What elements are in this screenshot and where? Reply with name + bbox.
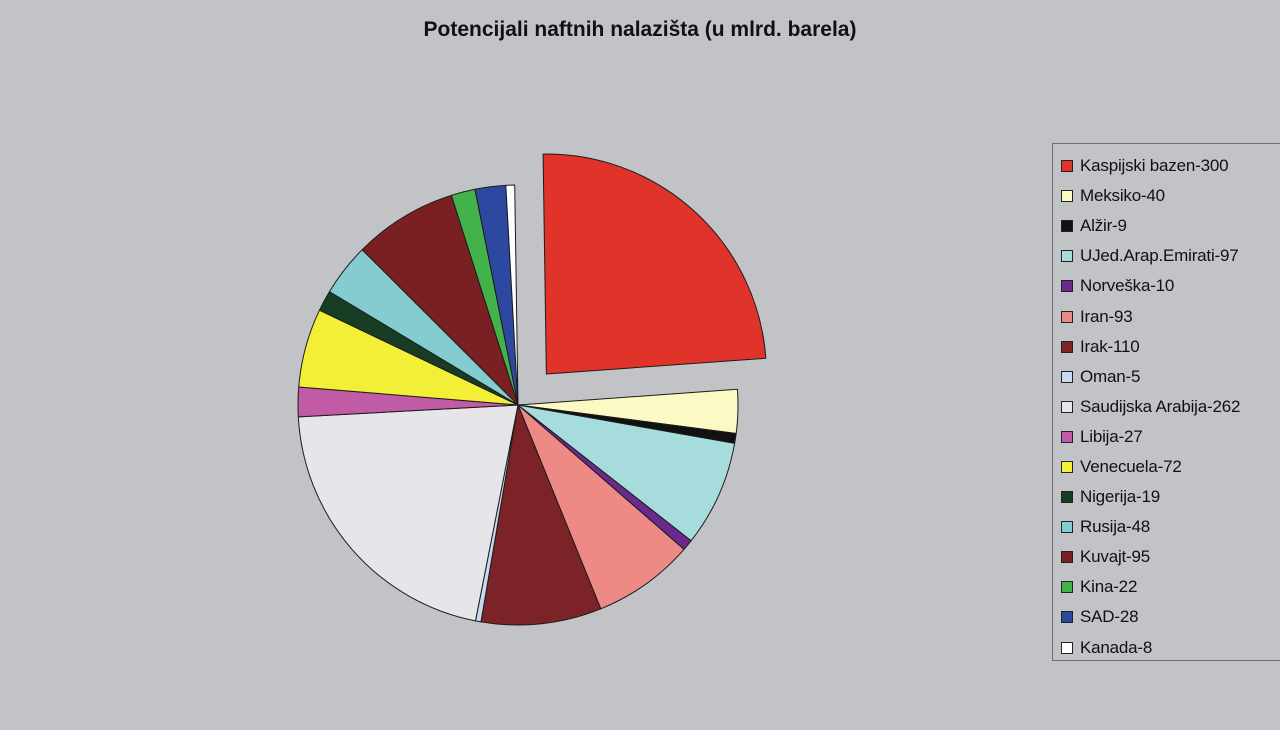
legend-label: Kanada-8 bbox=[1080, 637, 1153, 657]
pie-slice-ujed-arap-emirati bbox=[517, 404, 736, 542]
chart-legend: Kaspijski bazen-300 Meksiko-40 Alžir-9 UJed… bbox=[1052, 143, 1280, 661]
legend-label: Nigerija-19 bbox=[1080, 487, 1161, 507]
legend-swatch bbox=[1061, 280, 1073, 293]
legend-label: Saudijska Arabija-262 bbox=[1080, 396, 1241, 416]
legend-swatch bbox=[1061, 521, 1073, 534]
pie-slice-kaspijski-bazen bbox=[542, 153, 767, 375]
legend-swatch bbox=[1061, 430, 1073, 443]
legend-item-alzir: Alžir-9 bbox=[1061, 211, 1280, 241]
pie-slice-kuvajt bbox=[361, 194, 519, 406]
legend-item-venecuela: Venecuela-72 bbox=[1061, 452, 1280, 482]
legend-swatch bbox=[1061, 460, 1073, 473]
legend-swatch bbox=[1061, 190, 1073, 203]
legend-label: Libija-27 bbox=[1080, 426, 1143, 446]
legend-item-iran: Iran-93 bbox=[1061, 301, 1280, 331]
pie-slice-iran bbox=[517, 404, 685, 610]
legend-item-kaspijski-bazen: Kaspijski bazen-300 bbox=[1061, 151, 1280, 181]
legend-item-irak: Irak-110 bbox=[1061, 332, 1280, 362]
pie-slice-kanada bbox=[505, 184, 519, 406]
legend-swatch bbox=[1061, 220, 1073, 233]
legend-label: Meksiko-40 bbox=[1080, 186, 1165, 206]
pie-slice-irak bbox=[480, 404, 602, 626]
legend-swatch bbox=[1061, 370, 1073, 383]
legend-swatch bbox=[1061, 340, 1073, 353]
legend-item-meksiko: Meksiko-40 bbox=[1061, 181, 1280, 211]
legend-label: Alžir-9 bbox=[1080, 216, 1127, 236]
legend-label: Kaspijski bazen-300 bbox=[1080, 156, 1229, 176]
legend-label: SAD-28 bbox=[1080, 607, 1139, 627]
legend-swatch bbox=[1061, 250, 1073, 263]
legend-item-kuvajt: Kuvajt-95 bbox=[1061, 542, 1280, 572]
legend-item-rusija: Rusija-48 bbox=[1061, 512, 1280, 542]
legend-swatch bbox=[1061, 491, 1073, 504]
pie-slices bbox=[297, 153, 767, 626]
legend-swatch bbox=[1061, 310, 1073, 323]
legend-item-kina: Kina-22 bbox=[1061, 572, 1280, 602]
legend-item-nigerija: Nigerija-19 bbox=[1061, 482, 1280, 512]
pie-slice-saudijska-arabija bbox=[297, 404, 519, 622]
legend-label: Norveška-10 bbox=[1080, 276, 1175, 296]
legend-item-kanada: Kanada-8 bbox=[1061, 633, 1280, 663]
legend-label: Venecuela-72 bbox=[1080, 456, 1182, 476]
legend-swatch bbox=[1061, 551, 1073, 564]
legend-label: Kina-22 bbox=[1080, 577, 1138, 597]
legend-label: Kuvajt-95 bbox=[1080, 547, 1151, 567]
legend-swatch bbox=[1061, 581, 1073, 594]
legend-item-saudijska-arabija: Saudijska Arabija-262 bbox=[1061, 392, 1280, 422]
legend-item-libija: Libija-27 bbox=[1061, 422, 1280, 452]
legend-item-ujed-arap-emirati: UJed.Arap.Emirati-97 bbox=[1061, 241, 1280, 271]
legend-label: UJed.Arap.Emirati-97 bbox=[1080, 246, 1239, 266]
chart-title: Potencijali naftnih nalazišta (u mlrd. b… bbox=[423, 18, 857, 41]
legend-label: Rusija-48 bbox=[1080, 517, 1151, 537]
legend-swatch bbox=[1061, 611, 1073, 624]
legend-swatch bbox=[1061, 400, 1073, 413]
legend-item-oman: Oman-5 bbox=[1061, 362, 1280, 392]
legend-label: Oman-5 bbox=[1080, 366, 1141, 386]
legend-label: Irak-110 bbox=[1080, 336, 1140, 356]
legend-item-sad: SAD-28 bbox=[1061, 602, 1280, 632]
legend-item-norveska: Norveška-10 bbox=[1061, 271, 1280, 301]
legend-swatch bbox=[1061, 641, 1073, 654]
legend-swatch bbox=[1061, 160, 1073, 173]
legend-label: Iran-93 bbox=[1080, 306, 1133, 326]
